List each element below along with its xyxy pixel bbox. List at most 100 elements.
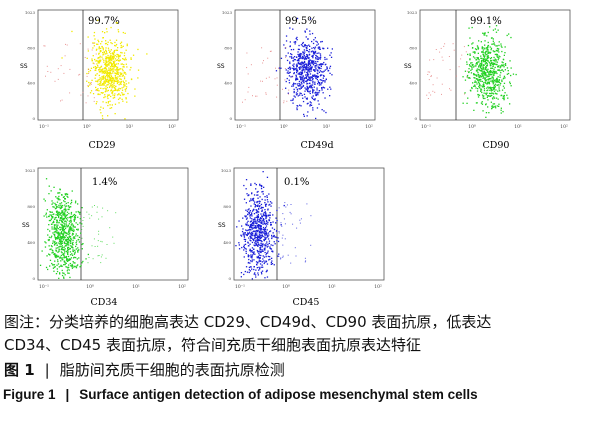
event-dot: [109, 39, 111, 41]
outlier-dot: [292, 223, 294, 225]
outlier-dot: [282, 234, 284, 236]
event-dot: [48, 215, 50, 218]
event-dot: [75, 248, 77, 250]
event-dot: [318, 48, 321, 50]
event-dot: [301, 61, 304, 63]
event-dot: [92, 47, 94, 49]
event-dot: [71, 242, 73, 245]
event-dot: [272, 221, 274, 223]
event-dot: [495, 80, 497, 82]
event-dot: [312, 74, 314, 76]
event-dot: [96, 43, 98, 45]
event-dot: [473, 77, 475, 79]
event-dot: [102, 70, 105, 72]
outlier-dot: [295, 255, 297, 257]
event-dot: [301, 67, 303, 69]
event-dot: [488, 81, 490, 84]
event-dot: [325, 111, 327, 114]
event-dot: [123, 52, 126, 54]
event-dot: [112, 86, 114, 88]
event-dot: [61, 232, 63, 235]
event-dot: [494, 70, 496, 72]
event-dot: [321, 74, 323, 76]
event-dot: [317, 73, 319, 75]
event-dot: [251, 256, 253, 258]
event-dot: [496, 47, 499, 50]
event-dot: [67, 243, 69, 245]
event-dot: [65, 214, 67, 216]
outlier-dot: [432, 90, 434, 92]
y-tick-label: 0: [32, 116, 35, 121]
event-dot: [308, 57, 310, 59]
event-dot: [305, 63, 308, 65]
event-dot: [54, 255, 56, 257]
event-dot: [68, 206, 70, 208]
event-dot: [113, 70, 115, 72]
event-dot: [57, 247, 59, 249]
event-dot: [47, 228, 49, 231]
event-dot: [261, 243, 263, 245]
event-dot: [307, 79, 310, 81]
event-dot: [473, 73, 475, 75]
event-dot: [470, 62, 472, 64]
event-dot: [495, 63, 497, 66]
event-dot: [59, 219, 61, 222]
event-dot: [260, 236, 263, 238]
event-dot: [63, 242, 65, 244]
event-dot: [467, 77, 470, 79]
event-dot: [51, 228, 53, 230]
event-dot: [307, 102, 309, 104]
outlier-dot: [290, 262, 292, 264]
event-dot: [66, 211, 69, 213]
event-dot: [267, 235, 269, 238]
outlier-dot: [81, 237, 83, 239]
event-dot: [81, 207, 83, 209]
event-dot: [70, 219, 72, 221]
event-dot: [258, 236, 260, 238]
event-dot: [487, 31, 489, 34]
event-dot: [251, 220, 253, 222]
event-dot: [118, 89, 120, 92]
outlier-dot: [84, 57, 86, 58]
event-dot: [56, 254, 58, 256]
event-dot: [62, 234, 65, 236]
event-dot: [95, 86, 97, 89]
event-dot: [486, 87, 488, 89]
event-dot: [103, 72, 105, 75]
event-dot: [43, 215, 45, 217]
event-dot: [45, 214, 47, 216]
event-dot: [253, 203, 255, 205]
event-dot: [263, 220, 265, 222]
event-dot: [107, 64, 109, 66]
outlier-dot: [86, 75, 88, 77]
event-dot: [265, 220, 268, 223]
event-dot: [512, 73, 515, 75]
event-dot: [259, 220, 261, 222]
event-dot: [257, 210, 259, 212]
event-dot: [262, 235, 264, 238]
event-dot: [100, 80, 102, 82]
event-dot: [59, 233, 61, 235]
event-dot: [112, 57, 114, 59]
event-dot: [267, 255, 269, 258]
event-dot: [240, 234, 242, 236]
event-dot: [317, 58, 319, 60]
event-dot: [113, 87, 116, 89]
event-dot: [262, 193, 264, 195]
event-dot: [483, 85, 485, 87]
event-dot: [109, 85, 111, 87]
event-dot: [483, 77, 485, 79]
event-dot: [470, 69, 472, 71]
event-dot: [257, 194, 259, 196]
outlier-dot: [282, 88, 283, 90]
event-dot: [116, 66, 119, 68]
event-dot: [307, 57, 309, 59]
event-dot: [57, 251, 59, 253]
event-dot: [250, 234, 253, 236]
event-dot: [494, 92, 497, 94]
event-dot: [117, 59, 119, 61]
x-tick-label: 10²: [168, 124, 176, 130]
event-dot: [285, 80, 287, 83]
event-dot: [266, 270, 268, 272]
event-dot: [324, 81, 326, 83]
